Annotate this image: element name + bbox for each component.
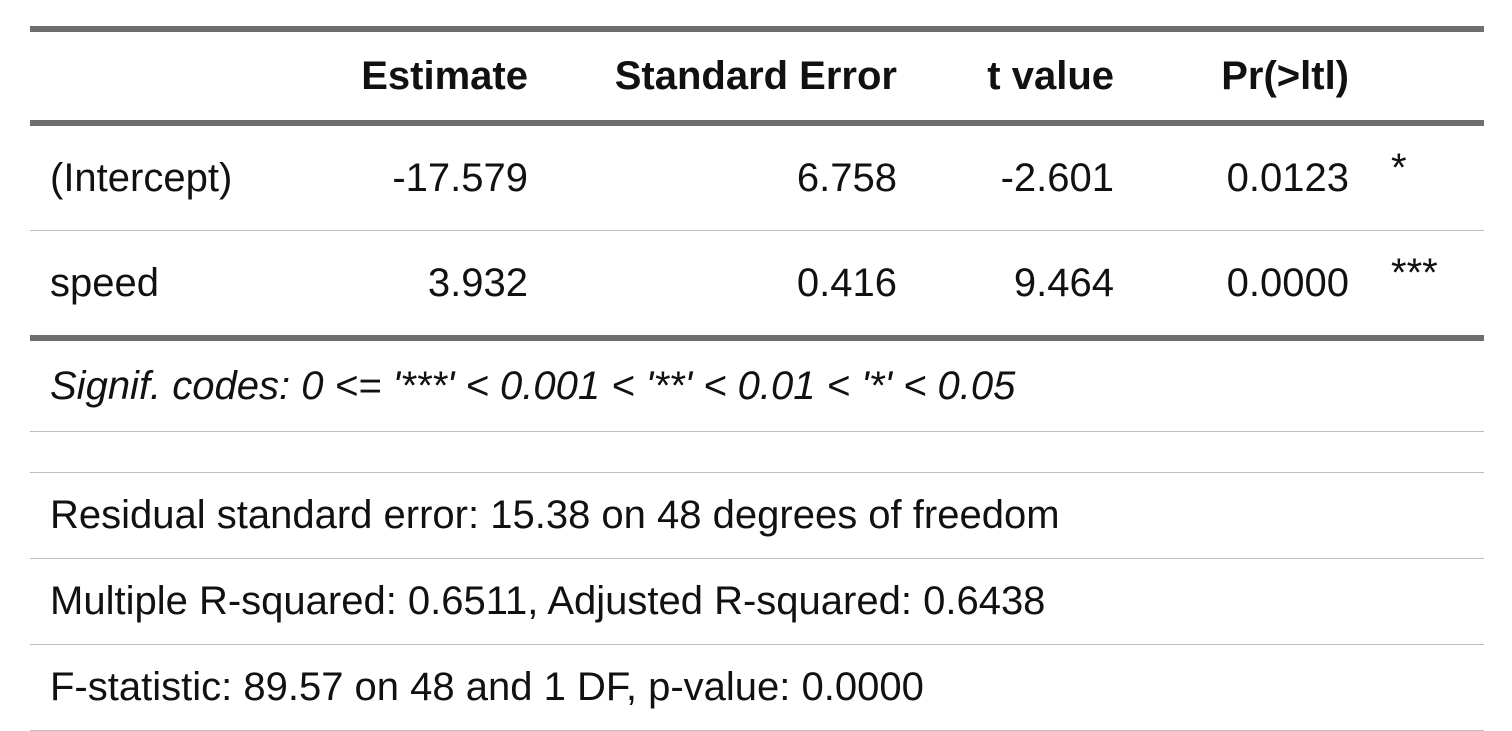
footer-row-residual: Residual standard error: 15.38 on 48 deg… <box>30 472 1484 559</box>
f-statistic-note: F-statistic: 89.57 on 48 and 1 DF, p-val… <box>30 644 1484 731</box>
header-estimate: Estimate <box>327 26 546 126</box>
table-footer: Signif. codes: 0 <= '***' < 0.001 < '**'… <box>30 338 1484 731</box>
footer-row-rsquared: Multiple R-squared: 0.6511, Adjusted R-s… <box>30 558 1484 645</box>
table-body: (Intercept) -17.579 6.758 -2.601 0.0123 … <box>30 123 1484 341</box>
residual-se-note: Residual standard error: 15.38 on 48 deg… <box>30 472 1484 559</box>
signif-stars-cell: * <box>1349 123 1484 231</box>
footer-spacer <box>30 431 1484 473</box>
std-error-cell: 6.758 <box>546 123 915 231</box>
r-squared-note: Multiple R-squared: 0.6511, Adjusted R-s… <box>30 558 1484 645</box>
estimate-cell: 3.932 <box>327 230 546 341</box>
signif-codes-note: Signif. codes: 0 <= '***' < 0.001 < '**'… <box>30 338 1484 432</box>
table-row: (Intercept) -17.579 6.758 -2.601 0.0123 … <box>30 123 1484 231</box>
estimate-cell: -17.579 <box>327 123 546 231</box>
p-value-cell: 0.0123 <box>1132 123 1349 231</box>
header-t-value: t value <box>915 26 1132 126</box>
t-value-cell: 9.464 <box>915 230 1132 341</box>
std-error-cell: 0.416 <box>546 230 915 341</box>
header-standard-error: Standard Error <box>546 26 915 126</box>
p-value-cell: 0.0000 <box>1132 230 1349 341</box>
row-name: (Intercept) <box>30 123 327 231</box>
footer-spacer-row <box>30 431 1484 473</box>
regression-summary-table: Estimate Standard Error t value Pr(>ltl)… <box>30 26 1484 731</box>
signif-stars-cell: *** <box>1349 230 1484 341</box>
footer-row-fstat: F-statistic: 89.57 on 48 and 1 DF, p-val… <box>30 644 1484 731</box>
t-value-cell: -2.601 <box>915 123 1132 231</box>
header-p-value: Pr(>ltl) <box>1132 26 1349 126</box>
row-name: speed <box>30 230 327 341</box>
table-row: speed 3.932 0.416 9.464 0.0000 *** <box>30 230 1484 341</box>
regression-summary-table-container: Estimate Standard Error t value Pr(>ltl)… <box>30 26 1484 731</box>
header-row: Estimate Standard Error t value Pr(>ltl) <box>30 26 1484 126</box>
footer-row-signif: Signif. codes: 0 <= '***' < 0.001 < '**'… <box>30 338 1484 432</box>
table-header: Estimate Standard Error t value Pr(>ltl) <box>30 26 1484 126</box>
header-blank <box>30 26 327 126</box>
header-signif <box>1349 26 1484 126</box>
